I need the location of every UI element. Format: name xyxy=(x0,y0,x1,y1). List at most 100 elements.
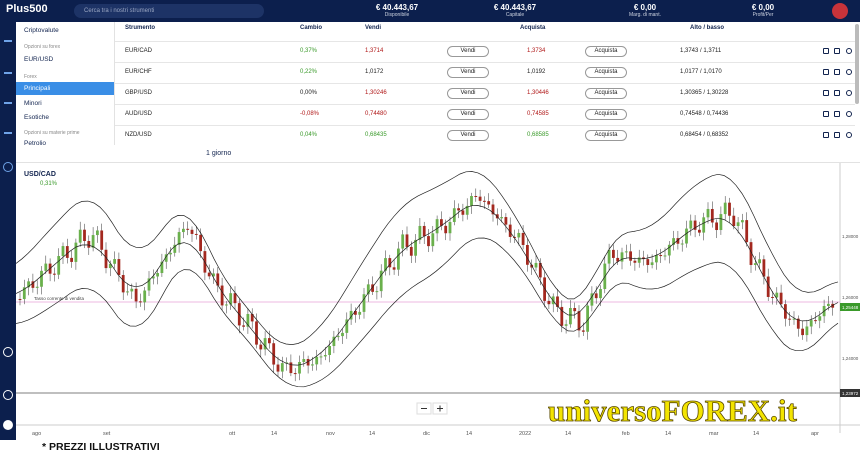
date-label: ago xyxy=(32,431,41,437)
candle-body xyxy=(693,220,697,230)
footnote: * PREZZI ILLUSTRATIVI xyxy=(42,441,160,453)
row-icon[interactable] xyxy=(823,90,829,96)
row-icon[interactable] xyxy=(834,111,840,117)
row-icon[interactable] xyxy=(834,69,840,75)
candle-body xyxy=(212,273,215,277)
candle-body xyxy=(405,234,409,247)
candle-body xyxy=(427,236,430,247)
row-icon[interactable] xyxy=(834,90,840,96)
sell-button[interactable]: Vendi xyxy=(447,109,489,120)
buy-button[interactable]: Acquista xyxy=(585,88,627,99)
avatar[interactable] xyxy=(832,3,848,19)
instrument-name: NZD/USD xyxy=(125,132,152,138)
buy-price: 0,68585 xyxy=(527,132,549,138)
candle-body xyxy=(534,262,538,268)
row-icon[interactable] xyxy=(823,111,829,117)
candle-body xyxy=(113,259,116,264)
candle-body xyxy=(483,200,486,202)
candle-body xyxy=(814,320,817,322)
candle-body xyxy=(616,257,620,262)
menu-item[interactable]: Minori xyxy=(24,100,42,107)
candle-body xyxy=(379,270,383,292)
buy-button[interactable]: Acquista xyxy=(585,109,627,120)
sell-button[interactable]: Vendi xyxy=(447,46,489,57)
candle-body xyxy=(117,259,121,276)
row-icon[interactable] xyxy=(846,132,852,138)
candle-body xyxy=(500,217,503,219)
row-icon[interactable] xyxy=(823,132,829,138)
buy-button[interactable]: Acquista xyxy=(585,67,627,78)
candle-body xyxy=(676,238,680,244)
row-icon[interactable] xyxy=(846,69,852,75)
price-label: 1,26000 xyxy=(842,295,859,300)
row-icon[interactable] xyxy=(823,69,829,75)
buy-price: 0,74585 xyxy=(527,111,549,117)
candle-body xyxy=(104,249,108,269)
candle-body xyxy=(220,285,224,306)
candle-body xyxy=(250,314,254,322)
timeframe[interactable]: 1 giorno xyxy=(206,150,232,157)
zoom-in-icon xyxy=(437,405,443,412)
candle-body xyxy=(599,289,602,299)
menu-item[interactable]: Petrolio xyxy=(24,140,47,145)
candle-body xyxy=(341,332,344,337)
column-header: Alto / basso xyxy=(690,25,725,31)
stat-label: Capitale xyxy=(505,12,525,18)
candle-body xyxy=(190,229,194,234)
candle-body xyxy=(160,261,164,274)
row-icon[interactable] xyxy=(846,111,852,117)
price-tag xyxy=(840,303,860,311)
candle-body xyxy=(461,210,465,215)
buy-button[interactable]: Acquista xyxy=(585,130,627,141)
candle-body xyxy=(130,288,134,292)
candle-body xyxy=(538,262,542,278)
menu-item[interactable]: EUR/USD xyxy=(24,56,54,63)
candle-body xyxy=(345,319,349,333)
menu-item-selected[interactable]: Principali xyxy=(16,82,114,95)
candle-body xyxy=(293,373,297,375)
row-icon[interactable] xyxy=(846,48,852,54)
column-header: Acquista xyxy=(520,25,546,31)
candle-body xyxy=(375,291,379,293)
candle-body xyxy=(474,195,478,197)
change: 0,00% xyxy=(300,90,318,96)
candle-body xyxy=(818,316,822,321)
row-icon[interactable] xyxy=(834,48,840,54)
search-box[interactable]: Cerca tra i nostri strumenti xyxy=(74,4,264,18)
row-divider xyxy=(115,41,855,42)
candle-body xyxy=(40,270,43,287)
candle-body xyxy=(229,293,233,305)
chart-toolbar: 1 giorno xyxy=(16,146,860,163)
candle-body xyxy=(418,225,422,240)
row-icon[interactable] xyxy=(834,132,840,138)
row-icon[interactable] xyxy=(823,48,829,54)
candle-body xyxy=(53,273,56,275)
candle-body xyxy=(302,359,306,362)
instrument-name: EUR/CAD xyxy=(125,48,153,54)
row-divider xyxy=(115,83,855,84)
sell-button[interactable]: Vendi xyxy=(447,130,489,141)
candle-body xyxy=(590,293,594,306)
candle-body xyxy=(723,202,727,215)
menu-item[interactable]: Esotiche xyxy=(24,114,49,121)
candle-body xyxy=(289,362,293,374)
date-label: 14 xyxy=(271,431,277,437)
sell-button[interactable]: Vendi xyxy=(447,88,489,99)
sell-button[interactable]: Vendi xyxy=(447,67,489,78)
date-label: nov xyxy=(326,431,335,437)
buy-button[interactable]: Acquista xyxy=(585,46,627,57)
candle-body xyxy=(831,303,835,308)
candle-body xyxy=(452,208,456,223)
logo: Plus500 xyxy=(6,3,48,15)
symbol: USD/CAD xyxy=(24,171,56,178)
column-header: Vendi xyxy=(365,25,382,31)
top-bar: Plus500 Cerca tra i nostri strumenti € 4… xyxy=(0,0,860,22)
candle-body xyxy=(336,336,340,338)
menu-item[interactable]: Criptovalute xyxy=(24,27,59,34)
candle-body xyxy=(706,208,710,218)
candle-body xyxy=(543,277,546,301)
candle-body xyxy=(371,284,374,292)
buy-price: 1,3734 xyxy=(527,48,546,54)
row-icon[interactable] xyxy=(846,90,852,96)
current-rate-label: Tasso corrente di vendita xyxy=(34,296,85,301)
